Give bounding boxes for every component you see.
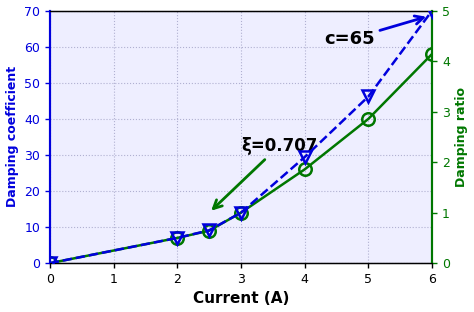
Y-axis label: Damping coefficient: Damping coefficient <box>6 66 18 207</box>
Text: c=65: c=65 <box>324 16 423 48</box>
Text: ξ=0.707: ξ=0.707 <box>213 137 318 209</box>
X-axis label: Current (A): Current (A) <box>193 291 289 306</box>
Y-axis label: Damping ratio: Damping ratio <box>456 87 468 187</box>
